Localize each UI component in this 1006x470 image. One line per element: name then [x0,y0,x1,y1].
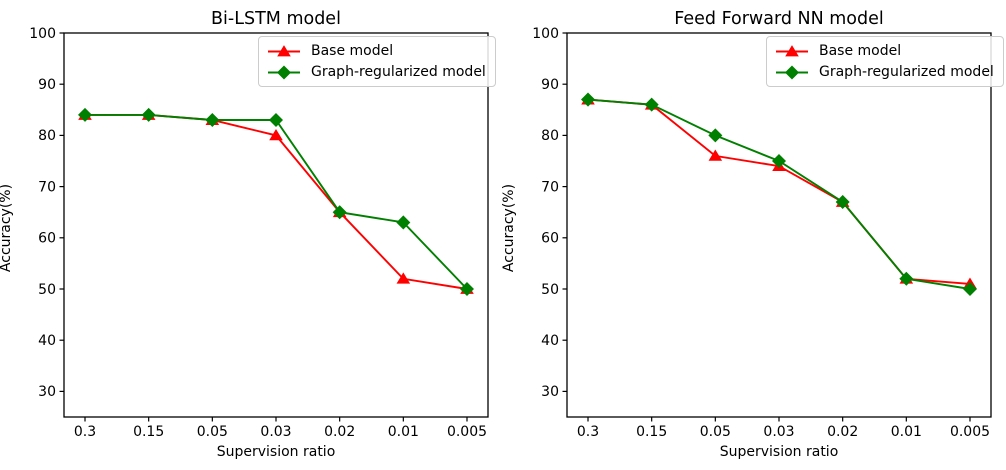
y-tick-label: 100 [532,26,559,42]
series-marker [268,113,284,128]
series-marker [785,45,799,57]
series-marker [835,194,850,209]
series-marker [708,128,723,143]
y-tick-label: 90 [541,77,559,93]
x-tick-label: 0.15 [133,424,164,440]
legend-label: Graph-regularized model [311,64,486,80]
x-tick-label: 0.3 [74,424,96,440]
legend-item-base-model: Base model [266,41,486,61]
y-tick-label: 40 [38,333,56,349]
x-tick-label: 0.02 [827,424,858,440]
axes-frame [63,32,489,418]
x-tick-label: 0.15 [636,424,667,440]
series-line [587,98,971,290]
x-tick-label: 0.05 [197,424,228,440]
x-tick-label: 0.005 [950,424,990,440]
legend-sample-graph-regularized [776,65,808,80]
legend-label: Base model [819,43,902,59]
y-tick-label: 80 [541,128,559,144]
legend-sample-base-model [268,45,300,57]
y-tick-label: 30 [541,384,559,400]
series-marker [276,65,292,80]
x-tick-label: 0.3 [577,424,599,440]
series-marker [644,97,659,112]
series-marker [269,129,283,141]
series-marker [581,92,596,107]
legend: Base model Graph-regularized model [766,36,1004,87]
x-axis-label: Supervision ratio [719,444,839,460]
series-marker [899,271,914,286]
legend-item-base-model: Base model [774,41,994,61]
subplot-bilstm: Bi-LSTM model Accuracy(%) 30 40 50 60 70 80 90… [0,9,496,460]
series-marker [396,215,411,230]
legend-label: Base model [311,43,394,59]
series-marker [459,281,474,297]
legend-label: Graph-regularized model [819,64,994,80]
series-marker [78,107,93,122]
legend-sample-graph-regularized [268,65,300,80]
series-marker [962,281,977,297]
plot-area: 30 40 50 60 70 80 90 100 0.3 0.15 0.05 0.03 0.02 0.01… [532,26,992,440]
series-marker [396,272,411,284]
chart-title: Bi-LSTM model [211,9,341,29]
series-marker [784,65,800,80]
series-marker [771,153,787,169]
series-marker [277,45,291,57]
chart-title: Feed Forward NN model [674,9,884,29]
legend-item-graph-regularized: Graph-regularized model [774,62,994,82]
y-tick-label: 70 [541,179,559,195]
x-tick-label: 0.005 [447,424,487,440]
x-tick-label: 0.02 [324,424,355,440]
x-tick-label: 0.01 [388,424,419,440]
y-tick-label: 100 [29,26,56,42]
y-tick-label: 40 [541,333,559,349]
y-tick-label: 50 [541,282,559,298]
x-tick-label: 0.01 [891,424,922,440]
y-tick-label: 90 [38,77,56,93]
y-tick-label: 30 [38,384,56,400]
subplot-feedforward: Feed Forward NN model Accuracy(%) 30 40 50… [501,0,1006,470]
series-line [85,113,468,290]
x-axis-label: Supervision ratio [216,444,336,460]
y-tick-label: 70 [38,179,56,195]
series-marker [708,149,723,161]
y-tick-label: 60 [38,231,56,247]
y-tick-label: 50 [38,282,56,298]
x-tick-label: 0.03 [763,424,794,440]
x-tick-label: 0.05 [700,424,731,440]
series-marker [332,205,347,220]
legend: Base model Graph-regularized model [258,36,496,87]
x-tick-label: 0.03 [260,424,291,440]
legend-item-graph-regularized: Graph-regularized model [266,62,486,82]
y-tick-label: 80 [38,128,56,144]
legend-sample-base-model [776,45,808,57]
plot-area: 30 40 50 60 70 80 90 100 0.3 0.15 0.05 0.03 0.02 0.01… [29,26,489,440]
series-marker [141,107,156,122]
axes-frame [566,32,992,418]
series-line [587,98,971,285]
y-tick-label: 60 [541,231,559,247]
series-line [85,113,468,290]
series-marker [205,113,220,128]
